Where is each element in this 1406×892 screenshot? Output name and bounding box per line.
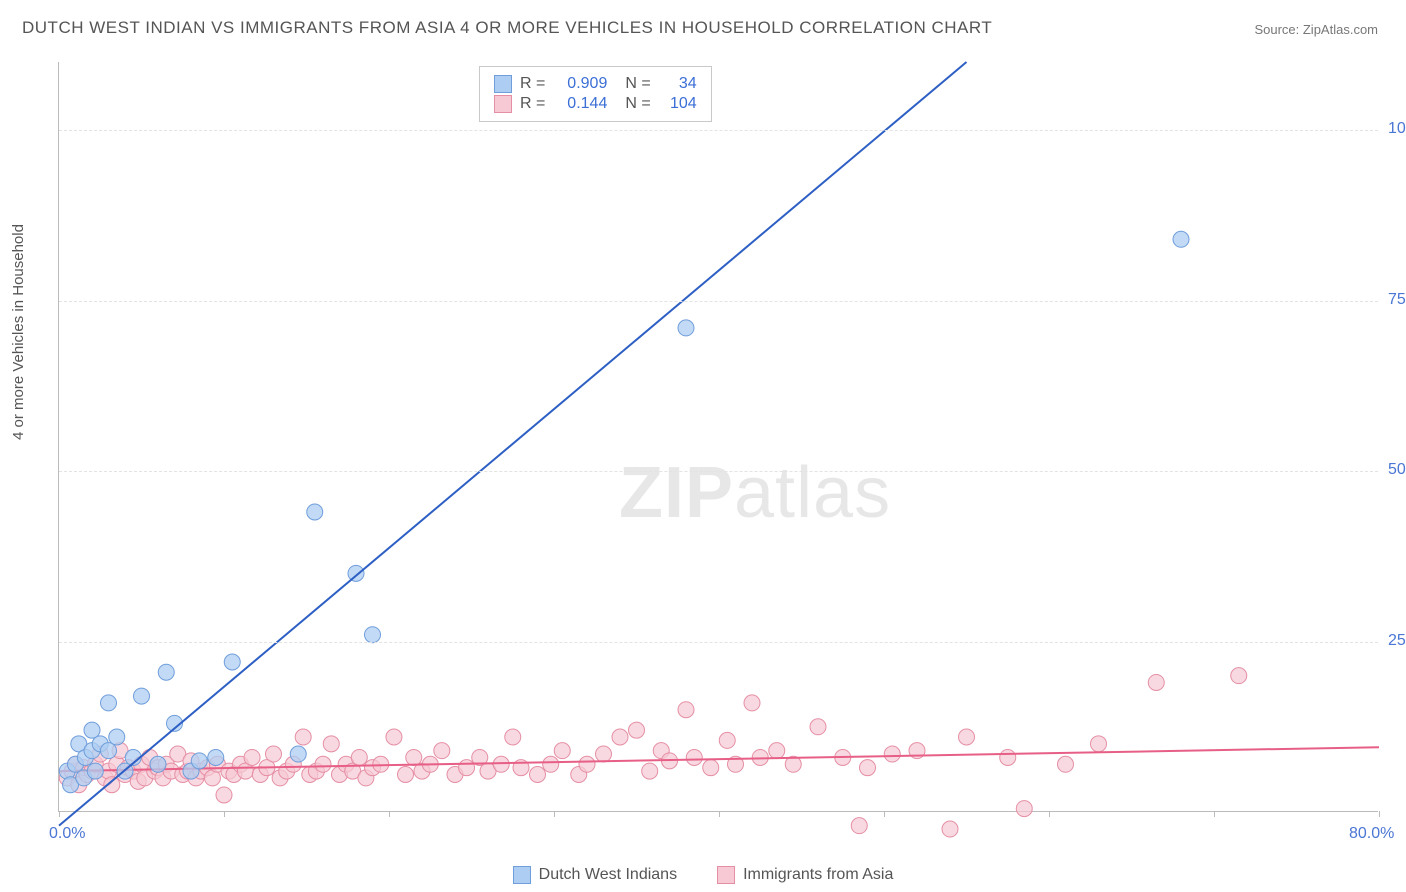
y-axis-label: 4 or more Vehicles in Household xyxy=(10,224,27,440)
stat-value-r: 0.144 xyxy=(553,95,607,113)
scatter-point-asia xyxy=(351,749,367,765)
scatter-point-asia xyxy=(216,787,232,803)
legend-item: Immigrants from Asia xyxy=(717,866,893,884)
scatter-point-asia xyxy=(629,722,645,738)
x-tick-label: 80.0% xyxy=(1349,825,1394,843)
x-tick-mark xyxy=(1049,811,1050,817)
x-tick-label: 0.0% xyxy=(49,825,85,843)
gridline xyxy=(59,301,1378,302)
legend-label: Dutch West Indians xyxy=(539,866,677,884)
scatter-point-asia xyxy=(579,756,595,772)
scatter-point-asia xyxy=(266,746,282,762)
correlation-stats-box: R = 0.909 N = 34 R = 0.144 N = 104 xyxy=(479,66,712,122)
stat-label-r: R = xyxy=(520,75,545,93)
scatter-point-asia xyxy=(505,729,521,745)
stats-row: R = 0.909 N = 34 xyxy=(494,75,697,93)
scatter-point-asia xyxy=(244,749,260,765)
scatter-point-asia xyxy=(1091,736,1107,752)
x-tick-mark xyxy=(884,811,885,817)
scatter-point-dutch xyxy=(365,627,381,643)
scatter-point-dutch xyxy=(150,756,166,772)
scatter-point-dutch xyxy=(348,565,364,581)
source-attribution: Source: ZipAtlas.com xyxy=(1254,22,1378,37)
gridline xyxy=(59,130,1378,131)
scatter-point-dutch xyxy=(87,763,103,779)
legend-swatch xyxy=(717,866,735,884)
gridline xyxy=(59,642,1378,643)
scatter-point-asia xyxy=(459,760,475,776)
x-tick-mark xyxy=(1379,811,1380,817)
scatter-point-asia xyxy=(642,763,658,779)
scatter-point-asia xyxy=(596,746,612,762)
scatter-point-asia xyxy=(386,729,402,745)
scatter-point-asia xyxy=(295,729,311,745)
scatter-point-dutch xyxy=(1173,231,1189,247)
stat-label-r: R = xyxy=(520,95,545,113)
y-tick-label: 25.0% xyxy=(1388,632,1406,650)
scatter-point-dutch xyxy=(109,729,125,745)
scatter-point-asia xyxy=(959,729,975,745)
scatter-point-asia xyxy=(769,743,785,759)
scatter-point-asia xyxy=(851,818,867,834)
legend-swatch xyxy=(513,866,531,884)
chart-title: DUTCH WEST INDIAN VS IMMIGRANTS FROM ASI… xyxy=(22,18,992,38)
scatter-point-dutch xyxy=(208,749,224,765)
scatter-point-dutch xyxy=(290,746,306,762)
scatter-point-asia xyxy=(1058,756,1074,772)
scatter-point-asia xyxy=(398,767,414,783)
x-tick-mark xyxy=(59,811,60,817)
scatter-svg xyxy=(59,62,1378,811)
scatter-point-asia xyxy=(860,760,876,776)
scatter-point-dutch xyxy=(158,664,174,680)
legend-swatch xyxy=(494,75,512,93)
x-tick-mark xyxy=(224,811,225,817)
x-tick-mark xyxy=(389,811,390,817)
stats-row: R = 0.144 N = 104 xyxy=(494,95,697,113)
legend-item: Dutch West Indians xyxy=(513,866,677,884)
scatter-point-asia xyxy=(323,736,339,752)
scatter-point-dutch xyxy=(678,320,694,336)
stat-value-r: 0.909 xyxy=(553,75,607,93)
x-tick-mark xyxy=(1214,811,1215,817)
scatter-point-asia xyxy=(678,702,694,718)
scatter-point-asia xyxy=(1231,668,1247,684)
scatter-point-asia xyxy=(810,719,826,735)
scatter-point-asia xyxy=(1016,801,1032,817)
x-tick-mark xyxy=(719,811,720,817)
scatter-point-dutch xyxy=(101,695,117,711)
scatter-point-dutch xyxy=(224,654,240,670)
scatter-point-asia xyxy=(554,743,570,759)
trend-line-dutch xyxy=(59,62,967,826)
scatter-point-asia xyxy=(493,756,509,772)
y-tick-label: 100.0% xyxy=(1388,120,1406,138)
scatter-point-dutch xyxy=(191,753,207,769)
scatter-point-asia xyxy=(530,767,546,783)
scatter-point-dutch xyxy=(134,688,150,704)
scatter-point-asia xyxy=(612,729,628,745)
scatter-point-asia xyxy=(719,732,735,748)
y-tick-label: 50.0% xyxy=(1388,461,1406,479)
legend-swatch xyxy=(494,95,512,113)
stat-label-n: N = xyxy=(625,95,650,113)
y-tick-label: 75.0% xyxy=(1388,291,1406,309)
scatter-point-asia xyxy=(686,749,702,765)
scatter-point-asia xyxy=(884,746,900,762)
bottom-legend: Dutch West Indians Immigrants from Asia xyxy=(0,866,1406,884)
chart-plot-area: ZIPatlas R =0.909N =34R =0.144N =104 25.… xyxy=(58,62,1378,812)
x-tick-mark xyxy=(554,811,555,817)
stat-value-n: 34 xyxy=(659,75,697,93)
scatter-point-asia xyxy=(942,821,958,837)
scatter-point-asia xyxy=(543,756,559,772)
scatter-point-asia xyxy=(744,695,760,711)
stat-value-n: 104 xyxy=(659,95,697,113)
scatter-point-asia xyxy=(1000,749,1016,765)
scatter-point-asia xyxy=(434,743,450,759)
scatter-point-asia xyxy=(1148,674,1164,690)
legend-label: Immigrants from Asia xyxy=(743,866,893,884)
scatter-point-asia xyxy=(315,756,331,772)
scatter-point-dutch xyxy=(307,504,323,520)
gridline xyxy=(59,471,1378,472)
scatter-point-asia xyxy=(703,760,719,776)
stat-label-n: N = xyxy=(625,75,650,93)
